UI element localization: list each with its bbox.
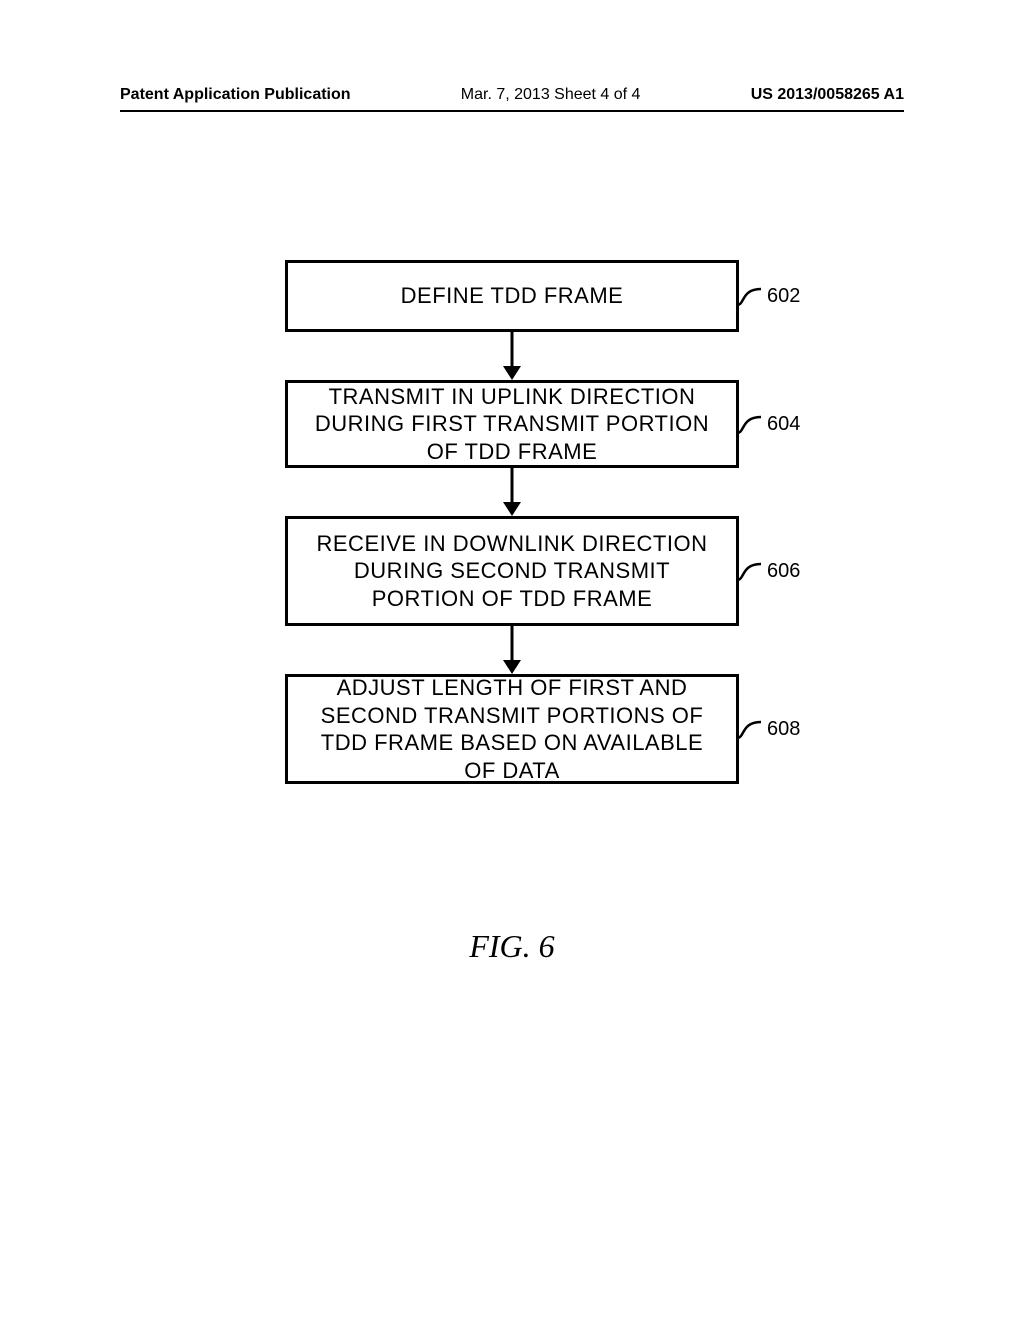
reference-label: 602 — [739, 260, 809, 332]
flowchart-row: RECEIVE IN DOWNLINK DIRECTION DURING SEC… — [215, 516, 809, 626]
flowchart-node: TRANSMIT IN UPLINK DIRECTION DURING FIRS… — [285, 380, 739, 468]
reference-label: 608 — [739, 674, 809, 784]
arrow-down-icon — [497, 626, 527, 674]
reference-number: 602 — [767, 285, 800, 308]
flowchart-row: DEFINE TDD FRAME 602 — [215, 260, 809, 332]
flowchart-node: ADJUST LENGTH OF FIRST AND SECOND TRANSM… — [285, 674, 739, 784]
figure-caption: FIG. 6 — [0, 928, 1024, 965]
reference-number: 608 — [767, 718, 800, 741]
flowchart-arrow — [0, 332, 1024, 380]
reference-connector-icon — [735, 718, 765, 740]
reference-label: 606 — [739, 516, 809, 626]
reference-number: 606 — [767, 560, 800, 583]
page-header: Patent Application Publication Mar. 7, 2… — [0, 86, 1024, 108]
flowchart-arrow — [0, 468, 1024, 516]
flowchart-arrow — [0, 626, 1024, 674]
flowchart: DEFINE TDD FRAME 602 TRANSMIT IN UPLINK DI… — [0, 260, 1024, 784]
reference-connector-icon — [735, 560, 765, 582]
header-left: Patent Application Publication — [120, 86, 351, 104]
flowchart-node: DEFINE TDD FRAME — [285, 260, 739, 332]
header-center: Mar. 7, 2013 Sheet 4 of 4 — [461, 86, 641, 104]
arrow-down-icon — [497, 332, 527, 380]
reference-connector-icon — [735, 285, 765, 307]
flowchart-node: RECEIVE IN DOWNLINK DIRECTION DURING SEC… — [285, 516, 739, 626]
reference-connector-icon — [735, 413, 765, 435]
header-rule — [120, 110, 904, 112]
arrow-down-icon — [497, 468, 527, 516]
flowchart-row: ADJUST LENGTH OF FIRST AND SECOND TRANSM… — [215, 674, 809, 784]
flowchart-row: TRANSMIT IN UPLINK DIRECTION DURING FIRS… — [215, 380, 809, 468]
reference-number: 604 — [767, 413, 800, 436]
reference-label: 604 — [739, 380, 809, 468]
header-right: US 2013/0058265 A1 — [751, 86, 904, 104]
